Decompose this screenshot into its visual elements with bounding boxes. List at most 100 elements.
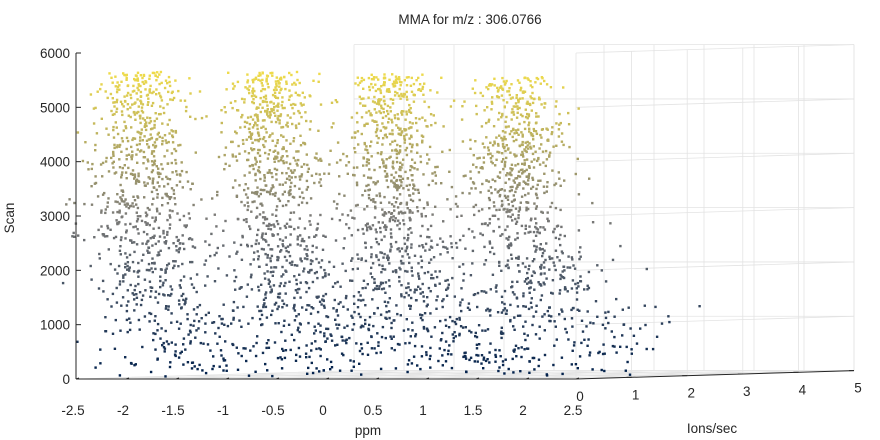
data-point (372, 200, 375, 203)
data-point (435, 275, 439, 279)
data-point (607, 321, 610, 325)
data-point (303, 227, 307, 230)
data-point (375, 194, 378, 197)
data-point (264, 97, 268, 100)
data-point (281, 193, 285, 196)
data-point (126, 103, 130, 106)
data-point (300, 239, 304, 243)
data-point (533, 244, 536, 248)
data-point (125, 256, 129, 259)
data-point (256, 152, 260, 155)
data-point (434, 182, 438, 185)
data-point (231, 153, 234, 156)
data-point (485, 136, 488, 139)
data-point (256, 190, 259, 194)
data-point (471, 249, 475, 253)
data-point (135, 243, 139, 246)
data-point (379, 251, 382, 254)
data-point (447, 326, 451, 329)
data-point (368, 188, 371, 191)
data-point (370, 140, 373, 143)
data-point (158, 82, 161, 86)
data-point (238, 152, 241, 155)
data-point (288, 178, 291, 182)
data-point (115, 90, 119, 94)
data-point (262, 136, 266, 139)
data-point (146, 143, 149, 146)
data-point (533, 258, 536, 261)
data-point (158, 235, 162, 238)
data-point (500, 204, 503, 208)
data-point (362, 97, 365, 100)
data-point (135, 153, 138, 156)
data-point (460, 309, 463, 313)
data-point (326, 337, 329, 340)
data-point (407, 328, 410, 331)
data-point (394, 171, 398, 174)
data-point (416, 188, 420, 192)
data-point (254, 158, 257, 161)
data-point (528, 225, 531, 228)
data-point (319, 266, 323, 269)
data-point (164, 270, 167, 274)
data-point (248, 131, 251, 134)
data-point (548, 306, 551, 309)
data-point (440, 182, 443, 185)
data-point (164, 329, 167, 333)
data-point (289, 142, 292, 145)
data-point (394, 201, 398, 204)
data-point (352, 323, 356, 326)
data-point (643, 304, 646, 307)
data-point (216, 246, 219, 250)
data-point (382, 162, 385, 165)
data-point (538, 96, 541, 99)
data-point (278, 183, 281, 186)
data-point (293, 275, 296, 278)
data-point (193, 365, 196, 368)
data-point (353, 131, 356, 134)
data-point (264, 291, 268, 294)
data-point (487, 118, 491, 121)
data-point (447, 349, 450, 352)
data-point (256, 305, 259, 308)
data-point (204, 371, 208, 375)
data-point (128, 266, 131, 269)
data-point (537, 115, 540, 118)
data-point (115, 126, 118, 129)
data-point (509, 151, 512, 154)
data-point (488, 83, 492, 86)
data-point (315, 152, 318, 155)
data-point (382, 107, 385, 111)
data-point (365, 229, 369, 232)
data-point (339, 285, 342, 288)
data-point (142, 117, 145, 120)
data-point (104, 208, 107, 211)
data-point (274, 120, 278, 124)
data-point (65, 203, 68, 206)
data-point (367, 158, 370, 162)
data-point (391, 218, 395, 222)
data-point (175, 235, 178, 239)
data-point (548, 151, 552, 154)
data-point (483, 109, 486, 112)
data-point (521, 162, 524, 166)
data-point (493, 142, 496, 145)
data-point (359, 315, 362, 319)
data-point (303, 248, 306, 251)
data-point (165, 340, 169, 343)
data-point (405, 153, 409, 157)
data-point (285, 172, 288, 175)
data-point (274, 86, 277, 89)
data-point (139, 121, 142, 125)
data-point (386, 104, 390, 108)
data-point (374, 83, 377, 86)
data-point (188, 217, 191, 220)
data-point (328, 260, 331, 264)
data-point (159, 249, 162, 252)
data-point (380, 104, 383, 107)
data-point (302, 196, 305, 200)
data-point (270, 120, 273, 124)
data-point (204, 284, 207, 287)
data-point (487, 189, 490, 192)
data-point (253, 89, 256, 93)
